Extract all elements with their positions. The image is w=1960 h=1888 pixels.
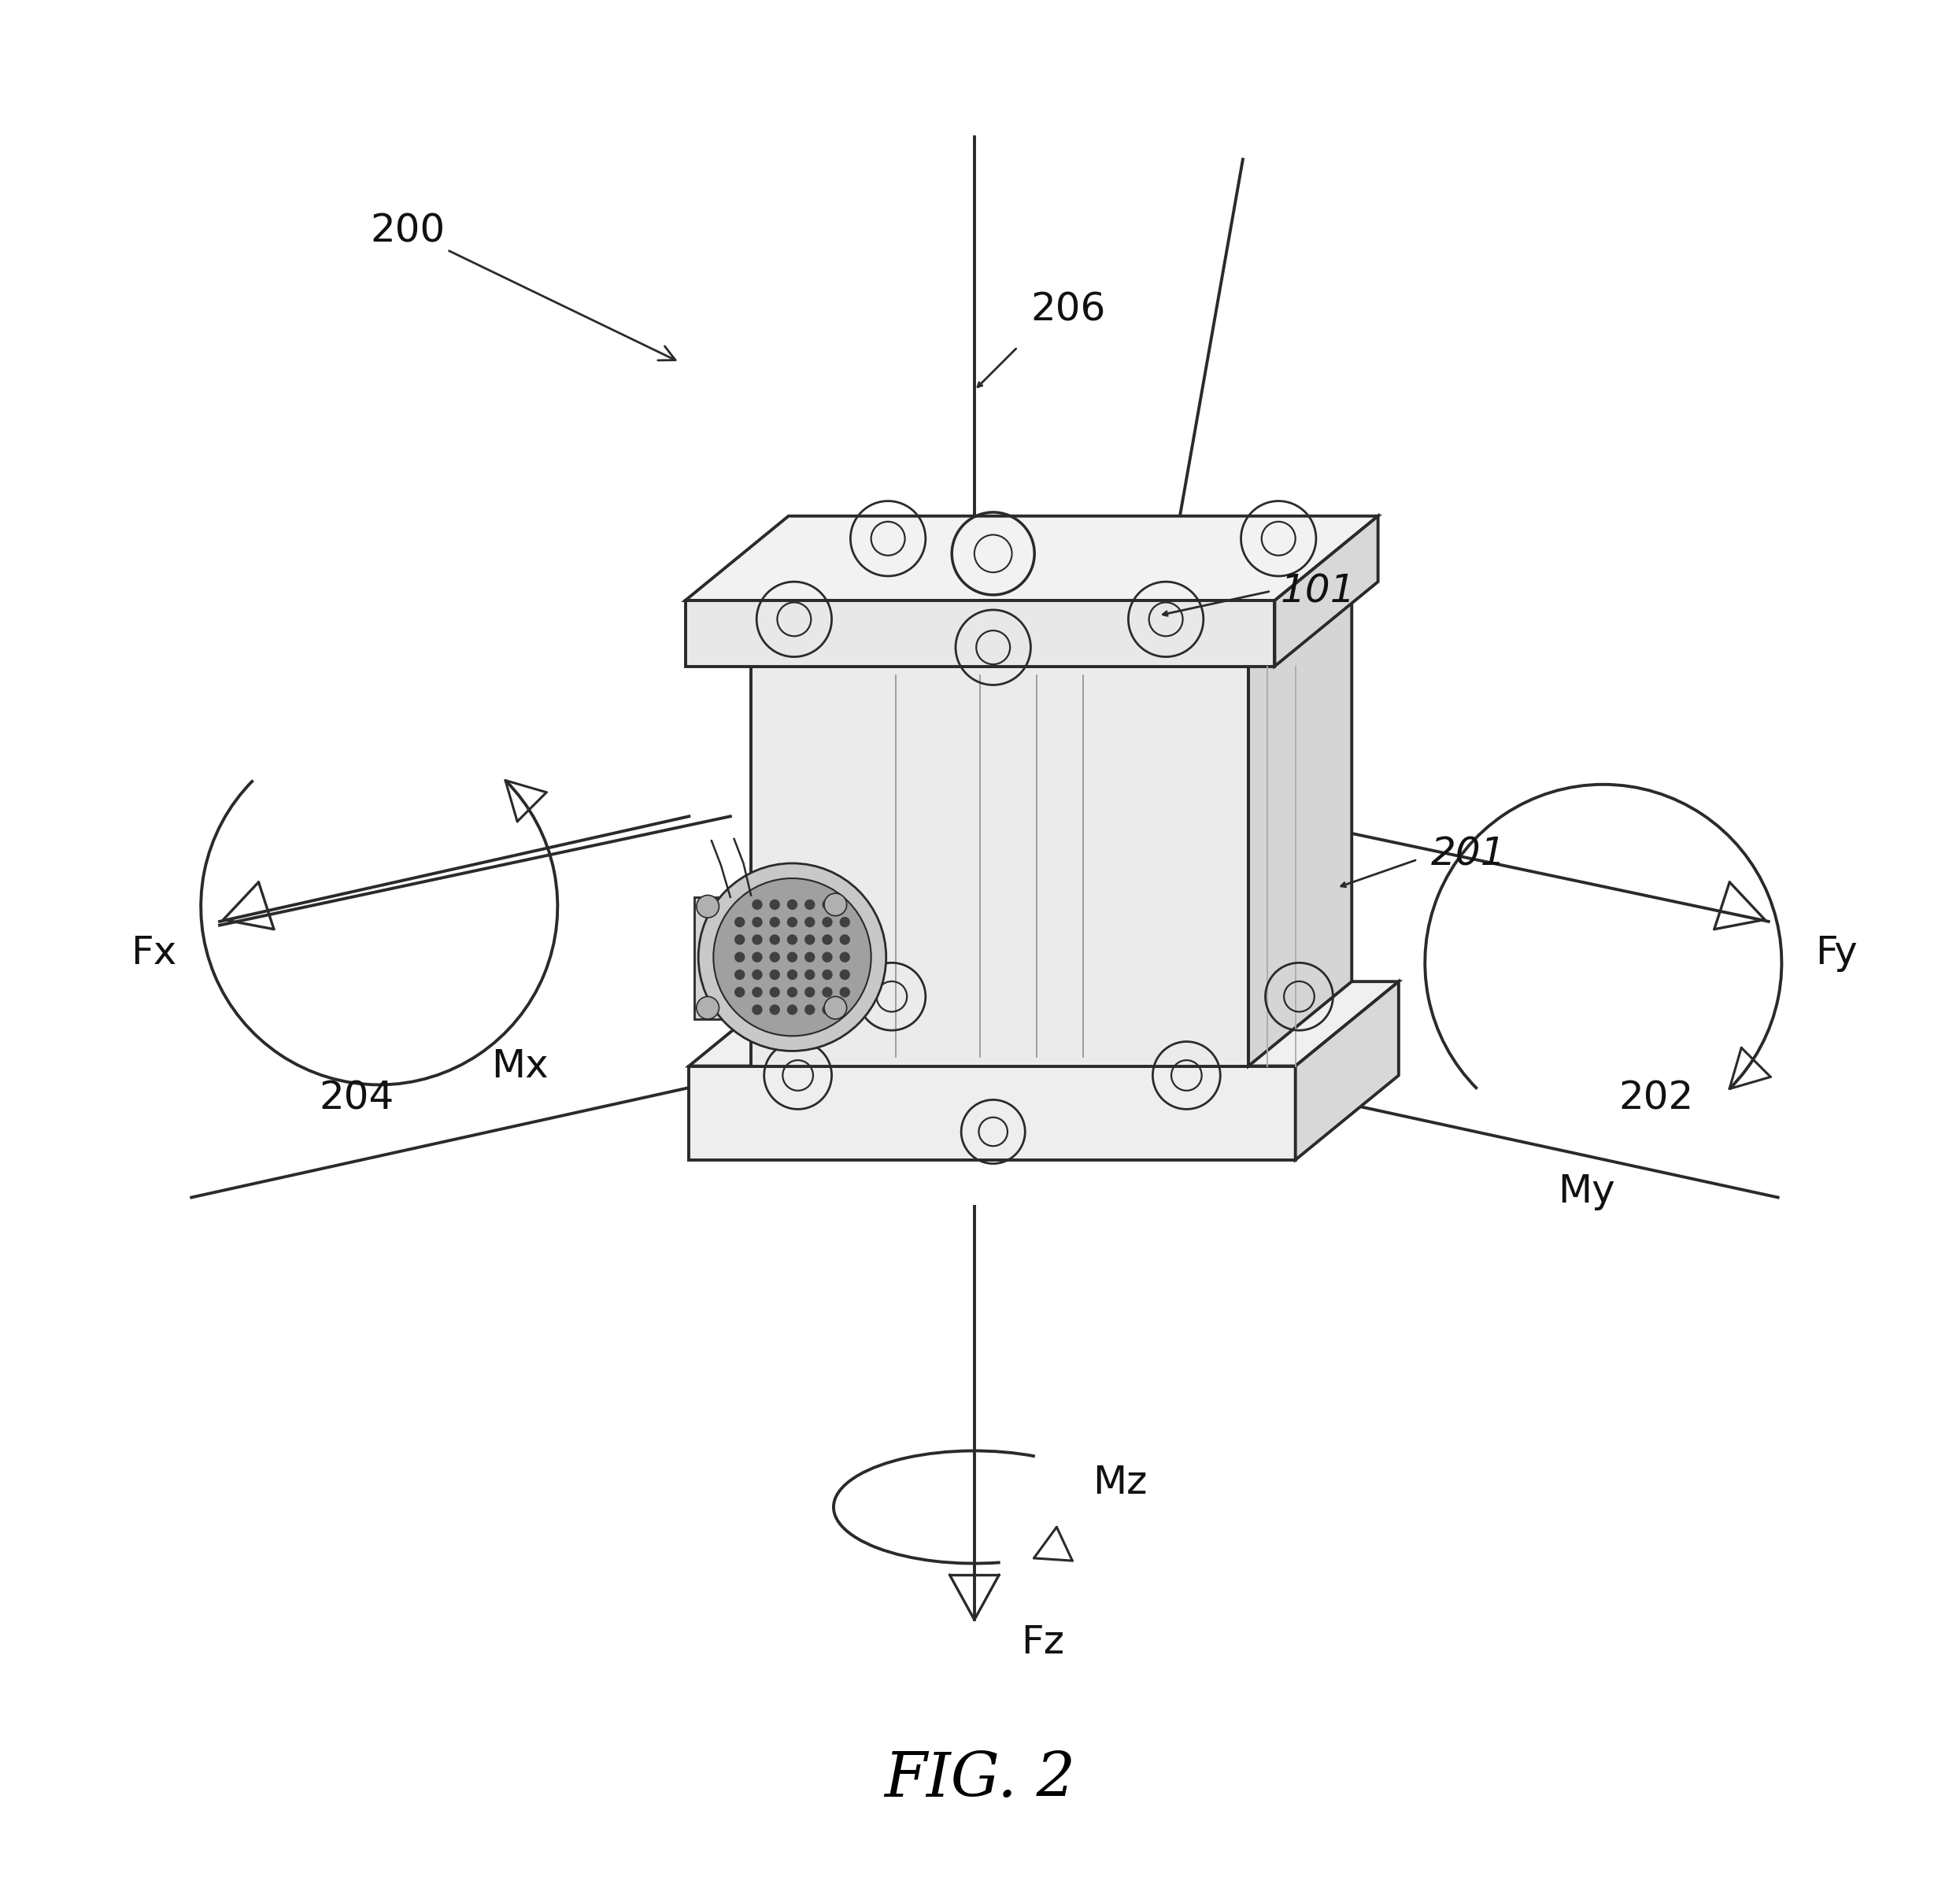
Circle shape — [770, 918, 780, 927]
Circle shape — [788, 935, 798, 944]
Circle shape — [821, 952, 833, 963]
Circle shape — [698, 863, 886, 1052]
Circle shape — [696, 895, 719, 918]
Text: 204: 204 — [319, 1080, 394, 1118]
Circle shape — [804, 969, 815, 980]
Text: Fz: Fz — [1021, 1624, 1064, 1661]
Circle shape — [788, 952, 798, 963]
Circle shape — [753, 918, 762, 927]
Circle shape — [839, 952, 851, 963]
Circle shape — [696, 997, 719, 1020]
Polygon shape — [686, 600, 1274, 666]
Circle shape — [788, 969, 798, 980]
Polygon shape — [694, 897, 849, 1020]
Circle shape — [735, 918, 745, 927]
Circle shape — [804, 952, 815, 963]
Text: Fy: Fy — [1815, 935, 1858, 972]
Circle shape — [788, 918, 798, 927]
Circle shape — [821, 918, 833, 927]
Circle shape — [770, 935, 780, 944]
Circle shape — [821, 935, 833, 944]
Circle shape — [770, 899, 780, 910]
Text: My: My — [1558, 1172, 1615, 1210]
Circle shape — [804, 987, 815, 997]
Text: Mx: Mx — [492, 1048, 549, 1086]
Circle shape — [788, 1004, 798, 1016]
Circle shape — [753, 1004, 762, 1016]
Circle shape — [713, 878, 870, 1037]
Circle shape — [823, 893, 847, 916]
Circle shape — [804, 1004, 815, 1016]
Circle shape — [804, 935, 815, 944]
Text: Mz: Mz — [1092, 1463, 1147, 1501]
Circle shape — [770, 1004, 780, 1016]
Circle shape — [753, 935, 762, 944]
Circle shape — [735, 969, 745, 980]
Circle shape — [821, 987, 833, 997]
Circle shape — [770, 952, 780, 963]
Text: 202: 202 — [1619, 1080, 1693, 1118]
Circle shape — [788, 987, 798, 997]
Polygon shape — [686, 515, 1378, 600]
Circle shape — [735, 987, 745, 997]
Circle shape — [753, 899, 762, 910]
Polygon shape — [1296, 982, 1399, 1159]
Circle shape — [839, 935, 851, 944]
Circle shape — [821, 1004, 833, 1016]
Polygon shape — [690, 1067, 1296, 1159]
Circle shape — [823, 997, 847, 1020]
Polygon shape — [1274, 515, 1378, 666]
Circle shape — [839, 987, 851, 997]
Circle shape — [735, 952, 745, 963]
Text: 101: 101 — [1280, 572, 1356, 610]
Circle shape — [839, 918, 851, 927]
Circle shape — [804, 899, 815, 910]
Polygon shape — [690, 982, 1399, 1067]
Text: FIG. 2: FIG. 2 — [884, 1750, 1076, 1809]
Circle shape — [770, 987, 780, 997]
Polygon shape — [1249, 582, 1352, 1067]
Circle shape — [770, 969, 780, 980]
Circle shape — [753, 969, 762, 980]
Circle shape — [735, 935, 745, 944]
Circle shape — [753, 987, 762, 997]
Circle shape — [839, 969, 851, 980]
Polygon shape — [751, 666, 1249, 1067]
Circle shape — [821, 899, 833, 910]
Text: 201: 201 — [1431, 834, 1505, 872]
Circle shape — [753, 952, 762, 963]
Text: Fx: Fx — [131, 935, 176, 972]
Circle shape — [821, 969, 833, 980]
Circle shape — [804, 918, 815, 927]
Text: 206: 206 — [1031, 291, 1105, 329]
Text: 200: 200 — [370, 211, 676, 361]
Circle shape — [788, 899, 798, 910]
